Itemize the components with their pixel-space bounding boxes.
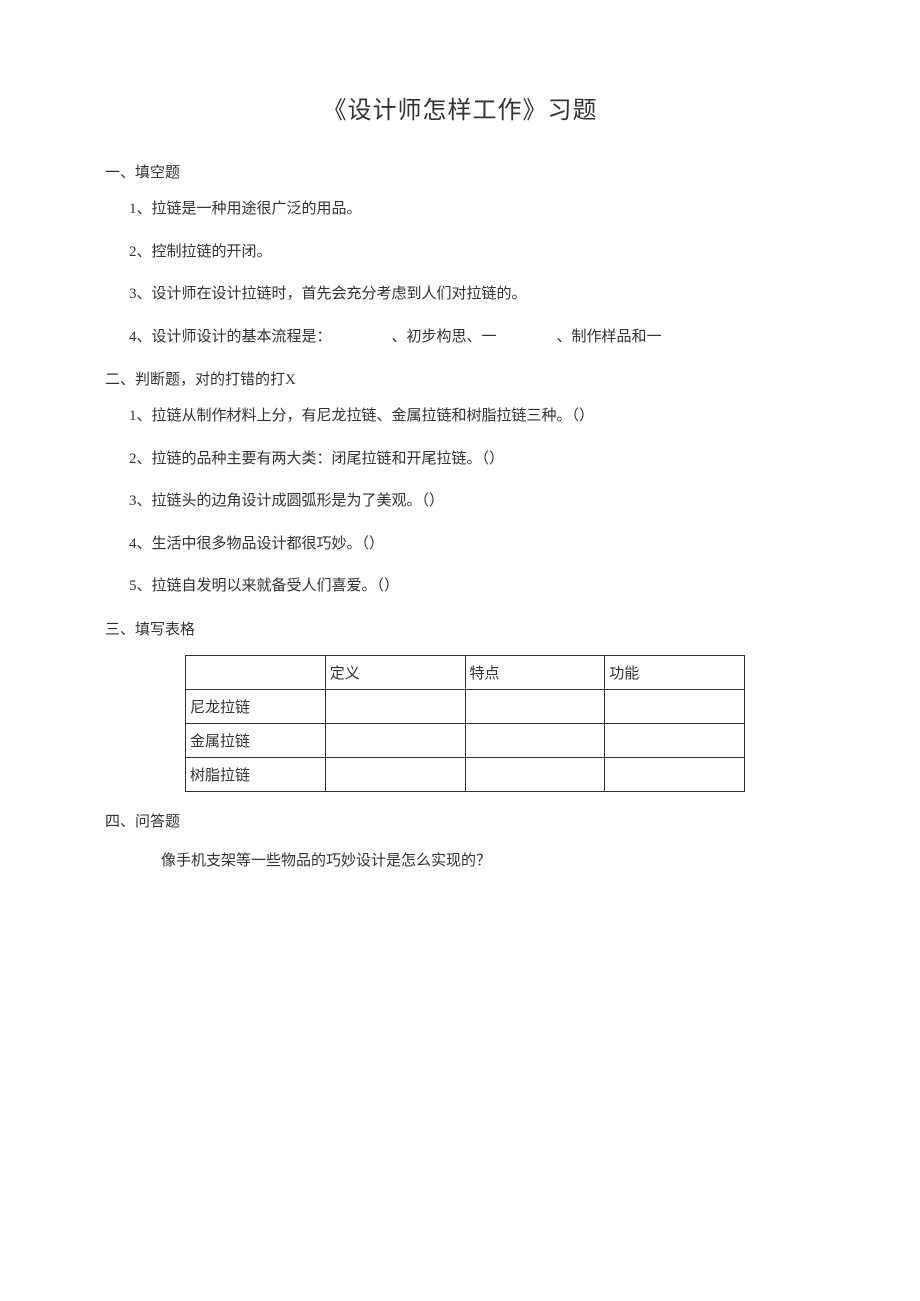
zipper-table: 定义 特点 功能 尼龙拉链 金属拉链 树脂拉链 bbox=[185, 655, 745, 792]
s1-question-2: 2、控制拉链的开闭。 bbox=[129, 241, 815, 264]
table-cell bbox=[465, 689, 605, 723]
section-2-header: 二、判断题，对的打错的打X bbox=[105, 368, 815, 389]
table-header-row: 定义 特点 功能 bbox=[186, 655, 745, 689]
s1-q4-part3: 、制作样品和一 bbox=[557, 329, 662, 345]
table-cell bbox=[465, 757, 605, 791]
table-row: 金属拉链 bbox=[186, 723, 745, 757]
s1-question-1: 1、拉链是一种用途很广泛的用品。 bbox=[129, 198, 815, 221]
table-row: 树脂拉链 bbox=[186, 757, 745, 791]
table-cell: 金属拉链 bbox=[186, 723, 326, 757]
table-row: 尼龙拉链 bbox=[186, 689, 745, 723]
table-cell bbox=[325, 757, 465, 791]
section-1-header: 一、填空题 bbox=[105, 161, 815, 182]
table-cell bbox=[325, 723, 465, 757]
s4-question-1: 像手机支架等一些物品的巧妙设计是怎么实现的？ bbox=[161, 849, 815, 870]
table-cell: 树脂拉链 bbox=[186, 757, 326, 791]
table-header-cell: 功能 bbox=[605, 655, 745, 689]
section-table: 三、填写表格 定义 特点 功能 尼龙拉链 金属拉链 树脂拉链 bbox=[105, 618, 815, 792]
s1-q4-part1: 4、设计师设计的基本流程是： bbox=[129, 329, 332, 345]
section-3-header: 三、填写表格 bbox=[105, 618, 815, 639]
table-header-cell: 特点 bbox=[465, 655, 605, 689]
s2-question-3: 3、拉链头的边角设计成圆弧形是为了美观。（） bbox=[129, 490, 815, 513]
section-fill-blank: 一、填空题 1、拉链是一种用途很广泛的用品。 2、控制拉链的开闭。 3、设计师在… bbox=[105, 161, 815, 348]
s1-q4-part2: 、初步构思、一 bbox=[392, 329, 497, 345]
table-header-cell bbox=[186, 655, 326, 689]
s2-question-5: 5、拉链自发明以来就备受人们喜爱。（） bbox=[129, 575, 815, 598]
table-header-cell: 定义 bbox=[325, 655, 465, 689]
table-cell bbox=[605, 689, 745, 723]
table-cell bbox=[325, 689, 465, 723]
section-qa: 四、问答题 像手机支架等一些物品的巧妙设计是怎么实现的？ bbox=[105, 810, 815, 870]
table-container: 定义 特点 功能 尼龙拉链 金属拉链 树脂拉链 bbox=[185, 655, 815, 792]
section-4-header: 四、问答题 bbox=[105, 810, 815, 831]
s1-question-4: 4、设计师设计的基本流程是： 、初步构思、一 、制作样品和一 bbox=[129, 326, 815, 349]
s2-question-4: 4、生活中很多物品设计都很巧妙。（） bbox=[129, 533, 815, 556]
s1-question-3: 3、设计师在设计拉链时，首先会充分考虑到人们对拉链的。 bbox=[129, 283, 815, 306]
s2-question-2: 2、拉链的品种主要有两大类：闭尾拉链和开尾拉链。（） bbox=[129, 448, 815, 471]
table-cell: 尼龙拉链 bbox=[186, 689, 326, 723]
s2-question-1: 1、拉链从制作材料上分，有尼龙拉链、金属拉链和树脂拉链三种。（） bbox=[129, 405, 815, 428]
table-cell bbox=[605, 723, 745, 757]
page-title: 《设计师怎样工作》习题 bbox=[105, 90, 815, 125]
table-cell bbox=[465, 723, 605, 757]
section-true-false: 二、判断题，对的打错的打X 1、拉链从制作材料上分，有尼龙拉链、金属拉链和树脂拉… bbox=[105, 368, 815, 598]
table-cell bbox=[605, 757, 745, 791]
